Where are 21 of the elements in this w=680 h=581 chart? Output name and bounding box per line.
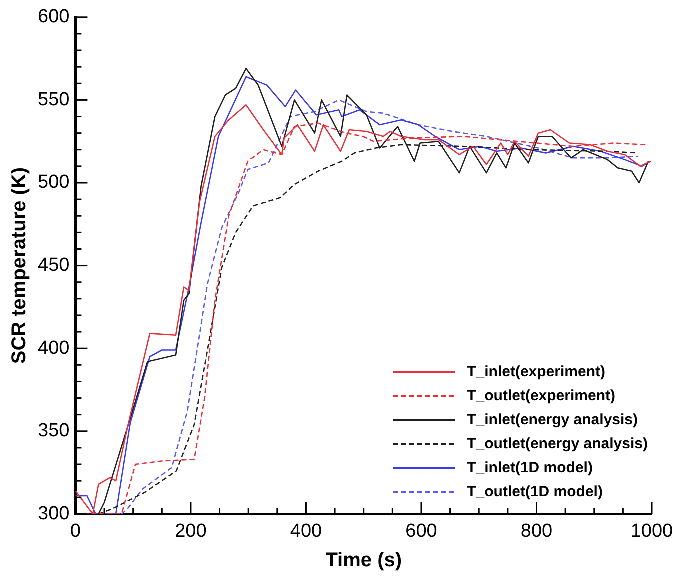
y-tick-label: 350 [38, 420, 70, 442]
legend-label: T_outlet(energy analysis) [467, 435, 648, 452]
x-tick-label: 800 [520, 520, 553, 542]
y-tick-label: 550 [38, 89, 70, 110]
y-tick-label: 600 [38, 6, 70, 28]
x-tick-label: 1000 [630, 520, 674, 542]
legend-label: T_inlet(energy analysis) [467, 411, 638, 428]
x-axis-title: Time (s) [326, 550, 402, 572]
y-tick-label: 300 [38, 503, 70, 524]
x-tick-label: 0 [70, 520, 81, 542]
y-tick-label: 500 [38, 172, 70, 194]
legend-label: T_outlet(experiment) [467, 387, 616, 404]
x-tick-label: 400 [290, 520, 322, 542]
x-tick-label: 600 [406, 520, 438, 542]
y-tick-label: 400 [38, 338, 70, 359]
y-axis-title: SCR temperature (K) [8, 167, 31, 364]
legend-label: T_inlet(1D model) [467, 459, 593, 476]
x-tick-label: 200 [175, 520, 207, 542]
legend-label: T_inlet(experiment) [467, 363, 606, 380]
legend-label: T_outlet(1D model) [467, 483, 603, 500]
y-tick-label: 450 [38, 255, 70, 276]
